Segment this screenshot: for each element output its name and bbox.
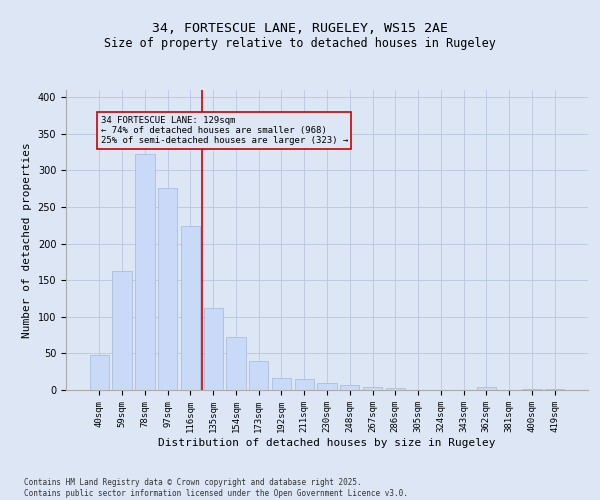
Bar — [386, 388, 405, 390]
Text: Contains HM Land Registry data © Crown copyright and database right 2025.
Contai: Contains HM Land Registry data © Crown c… — [24, 478, 408, 498]
Y-axis label: Number of detached properties: Number of detached properties — [22, 142, 32, 338]
X-axis label: Distribution of detached houses by size in Rugeley: Distribution of detached houses by size … — [158, 438, 496, 448]
Bar — [158, 188, 178, 390]
Bar — [135, 154, 155, 390]
Text: 34, FORTESCUE LANE, RUGELEY, WS15 2AE: 34, FORTESCUE LANE, RUGELEY, WS15 2AE — [152, 22, 448, 36]
Bar — [317, 384, 337, 390]
Bar — [203, 308, 223, 390]
Text: Size of property relative to detached houses in Rugeley: Size of property relative to detached ho… — [104, 38, 496, 51]
Bar — [181, 226, 200, 390]
Bar — [340, 385, 359, 390]
Bar — [226, 338, 245, 390]
Bar — [90, 355, 109, 390]
Bar — [522, 388, 542, 390]
Bar — [363, 387, 382, 390]
Text: 34 FORTESCUE LANE: 129sqm
← 74% of detached houses are smaller (968)
25% of semi: 34 FORTESCUE LANE: 129sqm ← 74% of detac… — [101, 116, 348, 146]
Bar — [272, 378, 291, 390]
Bar — [249, 360, 268, 390]
Bar — [476, 387, 496, 390]
Bar — [545, 388, 564, 390]
Bar — [112, 270, 132, 390]
Bar — [295, 379, 314, 390]
